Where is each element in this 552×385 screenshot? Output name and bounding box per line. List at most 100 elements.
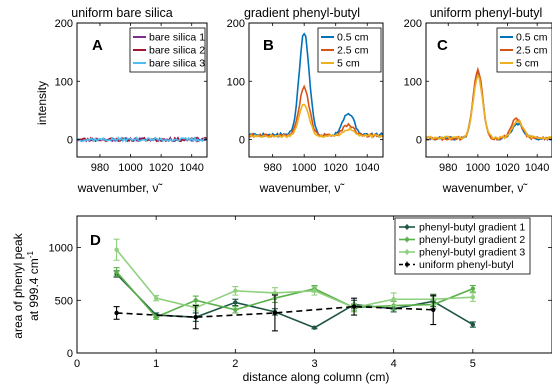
panel-a-series-group — [77, 136, 207, 143]
panel-c: uniform phenyl-butyl 980 1000 1020 1040 0 100… — [404, 6, 552, 195]
legend-entry: 2.5 cm — [337, 45, 369, 57]
series-line-2 — [249, 84, 383, 139]
axes-frame — [425, 22, 552, 158]
series-2 — [113, 267, 476, 320]
series-line-3 — [249, 103, 383, 139]
data-point — [470, 294, 476, 300]
panel-c-xlabel: wavenumber, ν̃ — [442, 181, 529, 195]
panel-c-title: uniform phenyl-butyl — [430, 6, 543, 20]
x-tick-label: 5 — [470, 358, 476, 370]
x-tick-label: 1000 — [118, 162, 142, 174]
y-tick-label: 100 — [404, 76, 422, 88]
axes-frame — [76, 22, 208, 158]
x-tick-label: 980 — [263, 162, 281, 174]
panel-a-letter: A — [92, 37, 103, 54]
data-point — [272, 310, 278, 316]
data-point — [272, 290, 278, 296]
legend-swatch-marker — [405, 225, 409, 229]
data-point — [431, 307, 436, 312]
legend-swatch-marker — [405, 237, 409, 242]
legend-entry: 0.5 cm — [516, 32, 548, 44]
data-point — [114, 269, 119, 275]
legend-entry: bare silica 3 — [149, 58, 205, 70]
series-line-3 — [426, 73, 552, 141]
data-point — [153, 314, 159, 320]
panel-d-ylabel-line2-text: at 999.4 cm — [27, 258, 41, 321]
data-point — [233, 288, 238, 294]
legend-box — [394, 217, 531, 275]
data-point — [470, 286, 476, 291]
legend-entry: bare silica 1 — [149, 32, 205, 44]
series-3 — [113, 238, 476, 313]
legend-entry: 0.5 cm — [337, 32, 369, 44]
panel-d-ylabel-line1: area of phenyl peak — [11, 232, 25, 338]
x-tick-label: 1020 — [149, 162, 173, 174]
series-line — [116, 305, 434, 318]
x-tick-label: 1020 — [323, 162, 347, 174]
data-point — [233, 300, 238, 305]
series-line-2 — [426, 66, 552, 142]
data-point — [153, 296, 159, 301]
panel-d-xlabel: distance along column (cm) — [243, 370, 390, 384]
series-line — [115, 271, 474, 319]
x-tick-label: 4 — [391, 358, 397, 370]
x-tick-label: 980 — [91, 162, 109, 174]
data-point — [114, 247, 119, 252]
y-tick-label: 0 — [67, 135, 73, 147]
data-point — [470, 322, 476, 327]
panel-b-series-group — [249, 32, 383, 139]
panel-b-letter: B — [263, 37, 274, 54]
panel-c-plot: 980 1000 1020 1040 0 100 200 0.5 cm2.5 cm5 cm — [404, 18, 552, 174]
panel-b-title: gradient phenyl-butyl — [244, 6, 360, 20]
data-point — [312, 325, 317, 330]
data-point — [193, 314, 198, 320]
y-tick-label: 100 — [55, 76, 73, 88]
x-tick-label: 3 — [311, 358, 317, 370]
x-tick-label: 1040 — [179, 162, 203, 174]
x-tick-label: 980 — [439, 162, 457, 174]
panel-b: gradient phenyl-butyl 980 1000 1020 1040 0 10… — [227, 6, 384, 195]
y-tick-label: 0 — [416, 135, 422, 147]
data-point — [233, 307, 238, 312]
panel-d-ylabel-sup: -1 — [26, 251, 35, 259]
data-point — [114, 310, 119, 316]
data-point — [351, 304, 357, 309]
legend: 0.5 cm2.5 cm5 cm — [317, 27, 382, 73]
panel-d-letter: D — [90, 232, 101, 249]
legend-swatch-marker — [405, 250, 409, 254]
legend: 0.5 cm2.5 cm5 cm — [496, 27, 552, 73]
data-point — [312, 288, 317, 294]
data-point — [193, 298, 198, 303]
panel-b-plot: 980 1000 1020 1040 0 100 200 0.5 cm2.5 cm5 cm — [227, 18, 384, 174]
legend-entry: bare silica 2 — [149, 45, 205, 57]
legend-entry: 5 cm — [337, 58, 360, 70]
legend-entry: uniform phenyl-butyl — [419, 259, 514, 271]
y-tick-label: 100 — [227, 76, 245, 88]
legend-entry: phenyl-butyl gradient 2 — [419, 234, 525, 246]
legend-entry: phenyl-butyl gradient 3 — [419, 247, 525, 259]
legend-swatch-marker — [405, 262, 409, 267]
panel-d-ylabel-line2: at 999.4 cm-1 — [26, 251, 41, 321]
panel-c-letter: C — [437, 37, 448, 54]
axes-frame — [248, 22, 384, 158]
panel-a: uniform bare silica 980 1000 1020 1040 0 100 2… — [35, 6, 208, 195]
y-tick-label: 0 — [67, 348, 73, 360]
y-tick-label: 1000 — [49, 243, 73, 255]
series-line — [115, 249, 473, 309]
x-tick-label: 2 — [232, 358, 238, 370]
x-tick-label: 0 — [74, 358, 80, 370]
y-tick-label: 200 — [227, 18, 245, 30]
x-tick-label: 1040 — [355, 162, 379, 174]
y-tick-label: 500 — [55, 295, 73, 307]
series-4 — [113, 294, 437, 332]
x-tick-label: 1020 — [495, 162, 519, 174]
series-line-1 — [426, 71, 552, 142]
legend-entry: 2.5 cm — [516, 45, 548, 57]
x-tick-label: 1000 — [292, 162, 316, 174]
y-tick-label: 0 — [239, 135, 245, 147]
